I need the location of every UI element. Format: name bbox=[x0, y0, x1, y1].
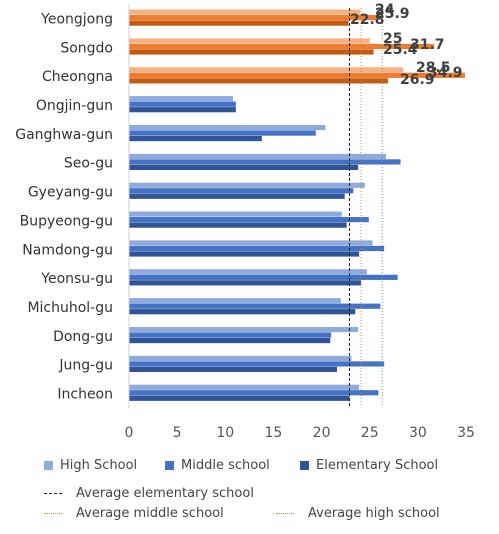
bar-middle-school-ganghwa-gun bbox=[129, 130, 316, 136]
bar-middle-school-bupyeong-gu bbox=[129, 217, 369, 223]
x-tick-label-5: 5 bbox=[173, 425, 182, 441]
bar-middle-school-yeonsu-gu bbox=[129, 274, 398, 280]
bar-elementary-school-incheon bbox=[129, 395, 350, 401]
category-label-ganghwa-gun: Ganghwa-gun bbox=[15, 127, 113, 143]
bar-middle-school-dong-gu bbox=[129, 332, 332, 338]
bar-high-school-jung-gu bbox=[129, 355, 352, 362]
data-label-high-school-songdo: 25 bbox=[383, 31, 402, 47]
data-label-elementary-school-yeongjong: 22.8 bbox=[350, 12, 385, 28]
category-label-seo-gu: Seo-gu bbox=[64, 156, 113, 172]
data-label-middle-school-songdo: 31.7 bbox=[410, 37, 445, 53]
bar-elementary-school-ganghwa-gun bbox=[129, 135, 262, 142]
category-label-namdong-gu: Namdong-gu bbox=[22, 242, 113, 258]
category-label-ongjin-gun: Ongjin-gun bbox=[36, 98, 113, 114]
bar-high-school-songdo bbox=[129, 38, 370, 44]
legend-swatch-middle-school bbox=[165, 461, 174, 470]
bar-high-school-ongjin-gun bbox=[129, 96, 233, 102]
category-label-bupyeong-gu: Bupyeong-gu bbox=[20, 213, 113, 229]
legend-label-average-elementary: Average elementary school bbox=[76, 486, 254, 501]
x-tick-label-35: 35 bbox=[457, 425, 475, 441]
bar-elementary-school-ongjin-gun bbox=[129, 107, 236, 113]
bar-middle-school-ongjin-gun bbox=[129, 101, 236, 107]
bar-high-school-cheongna bbox=[129, 67, 404, 73]
legend-label-average-high: Average high school bbox=[308, 506, 440, 521]
category-label-cheongna: Cheongna bbox=[42, 69, 113, 85]
legend-label-average-middle: Average middle school bbox=[76, 506, 224, 521]
bar-high-school-seo-gu bbox=[129, 153, 387, 160]
category-label-yeonsu-gu: Yeonsu-gu bbox=[40, 271, 113, 287]
bar-high-school-namdong-gu bbox=[129, 240, 373, 246]
legend-line-average-elementary bbox=[44, 493, 62, 494]
bar-middle-school-incheon bbox=[129, 390, 379, 396]
bar-high-school-gyeyang-gu bbox=[129, 182, 365, 188]
legend-item-average-high: Average high school bbox=[276, 506, 440, 521]
data-label-middle-school-cheongna: 34.9 bbox=[428, 65, 463, 81]
bar-high-school-ganghwa-gun bbox=[129, 124, 326, 131]
category-label-gyeyang-gu: Gyeyang-gu bbox=[28, 185, 113, 201]
legend-label-middle-school: Middle school bbox=[181, 458, 270, 473]
data-label-elementary-school-cheongna: 26.9 bbox=[400, 72, 435, 88]
bar-high-school-yeonsu-gu bbox=[129, 269, 367, 275]
category-label-incheon: Incheon bbox=[57, 387, 113, 403]
bar-high-school-incheon bbox=[129, 384, 360, 390]
bar-elementary-school-yeongjong bbox=[129, 20, 349, 26]
data-label-high-school-yeongjong: 24 bbox=[375, 2, 395, 18]
category-label-dong-gu: Dong-gu bbox=[53, 329, 113, 345]
x-tick-label-0: 0 bbox=[125, 425, 134, 441]
bar-middle-school-songdo bbox=[129, 43, 435, 50]
legend-line-average-high bbox=[276, 513, 294, 514]
bar-elementary-school-michuhol-gu bbox=[129, 309, 356, 315]
legend-label-elementary-school: Elementary School bbox=[316, 458, 439, 473]
bar-middle-school-yeongjong bbox=[129, 15, 379, 21]
legend-label-high-school: High School bbox=[60, 458, 138, 473]
legend-item-average-elementary: Average elementary school bbox=[44, 486, 254, 501]
category-label-jung-gu: Jung-gu bbox=[58, 358, 113, 374]
bar-elementary-school-seo-gu bbox=[129, 164, 359, 171]
bar-high-school-dong-gu bbox=[129, 326, 359, 333]
legend-swatch-elementary-school bbox=[300, 461, 309, 470]
data-label-middle-school-yeongjong: 25.9 bbox=[375, 6, 410, 22]
bar-elementary-school-dong-gu bbox=[129, 337, 331, 344]
legend-item-middle-school: Middle school bbox=[165, 458, 270, 473]
bar-middle-school-gyeyang-gu bbox=[129, 188, 354, 194]
bar-high-school-yeongjong bbox=[129, 9, 361, 15]
bar-high-school-michuhol-gu bbox=[129, 298, 341, 304]
bar-middle-school-seo-gu bbox=[129, 159, 401, 165]
x-tick-label-25: 25 bbox=[361, 425, 379, 441]
bar-elementary-school-songdo bbox=[129, 49, 374, 55]
legend-swatch-high-school bbox=[44, 461, 53, 470]
x-tick-label-15: 15 bbox=[265, 425, 283, 441]
legend-item-high-school: High School bbox=[44, 458, 137, 473]
bar-elementary-school-gyeyang-gu bbox=[129, 193, 345, 199]
bar-elementary-school-yeonsu-gu bbox=[129, 280, 362, 286]
bar-elementary-school-cheongna bbox=[129, 78, 389, 84]
category-label-michuhol-gu: Michuhol-gu bbox=[27, 300, 113, 316]
legend-item-average-middle: Average middle school bbox=[44, 506, 224, 521]
data-label-elementary-school-songdo: 25.4 bbox=[383, 42, 418, 58]
bar-middle-school-cheongna bbox=[129, 72, 466, 78]
legend-line-average-middle bbox=[44, 513, 62, 514]
bar-elementary-school-jung-gu bbox=[129, 366, 337, 373]
bar-high-school-bupyeong-gu bbox=[129, 211, 342, 217]
x-tick-label-20: 20 bbox=[313, 425, 331, 441]
bar-elementary-school-namdong-gu bbox=[129, 251, 360, 257]
x-tick-label-10: 10 bbox=[216, 425, 234, 441]
bar-middle-school-jung-gu bbox=[129, 361, 385, 367]
bar-middle-school-namdong-gu bbox=[129, 245, 385, 252]
x-tick-label-30: 30 bbox=[409, 425, 427, 441]
data-label-high-school-cheongna: 28.5 bbox=[416, 60, 451, 76]
bar-middle-school-michuhol-gu bbox=[129, 303, 381, 309]
bar-elementary-school-bupyeong-gu bbox=[129, 222, 347, 228]
legend-item-elementary-school: Elementary School bbox=[300, 458, 438, 473]
category-label-yeongjong: Yeongjong bbox=[40, 11, 113, 27]
category-label-songdo: Songdo bbox=[60, 40, 113, 56]
